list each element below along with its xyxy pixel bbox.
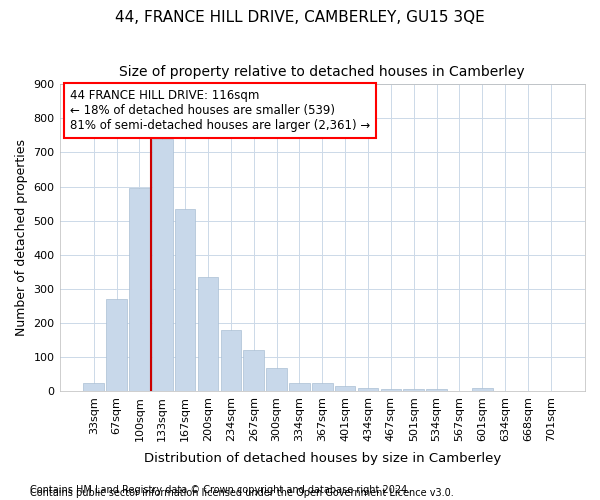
Bar bbox=[266, 368, 287, 391]
Bar bbox=[312, 382, 332, 391]
Bar bbox=[403, 389, 424, 391]
Bar bbox=[152, 139, 173, 391]
Bar bbox=[83, 382, 104, 391]
Text: Contains HM Land Registry data © Crown copyright and database right 2024.: Contains HM Land Registry data © Crown c… bbox=[30, 485, 410, 495]
Bar bbox=[106, 299, 127, 391]
Text: 44 FRANCE HILL DRIVE: 116sqm
← 18% of detached houses are smaller (539)
81% of s: 44 FRANCE HILL DRIVE: 116sqm ← 18% of de… bbox=[70, 89, 370, 132]
Text: Contains public sector information licensed under the Open Government Licence v3: Contains public sector information licen… bbox=[30, 488, 454, 498]
Bar bbox=[335, 386, 355, 391]
Title: Size of property relative to detached houses in Camberley: Size of property relative to detached ho… bbox=[119, 65, 525, 79]
Bar bbox=[289, 382, 310, 391]
Y-axis label: Number of detached properties: Number of detached properties bbox=[15, 139, 28, 336]
Bar bbox=[175, 208, 196, 391]
Bar bbox=[380, 388, 401, 391]
Bar bbox=[472, 388, 493, 391]
X-axis label: Distribution of detached houses by size in Camberley: Distribution of detached houses by size … bbox=[143, 452, 501, 465]
Bar bbox=[129, 188, 150, 391]
Bar bbox=[221, 330, 241, 391]
Bar bbox=[244, 350, 264, 391]
Bar bbox=[358, 388, 378, 391]
Bar bbox=[426, 390, 447, 391]
Text: 44, FRANCE HILL DRIVE, CAMBERLEY, GU15 3QE: 44, FRANCE HILL DRIVE, CAMBERLEY, GU15 3… bbox=[115, 10, 485, 25]
Bar bbox=[198, 277, 218, 391]
